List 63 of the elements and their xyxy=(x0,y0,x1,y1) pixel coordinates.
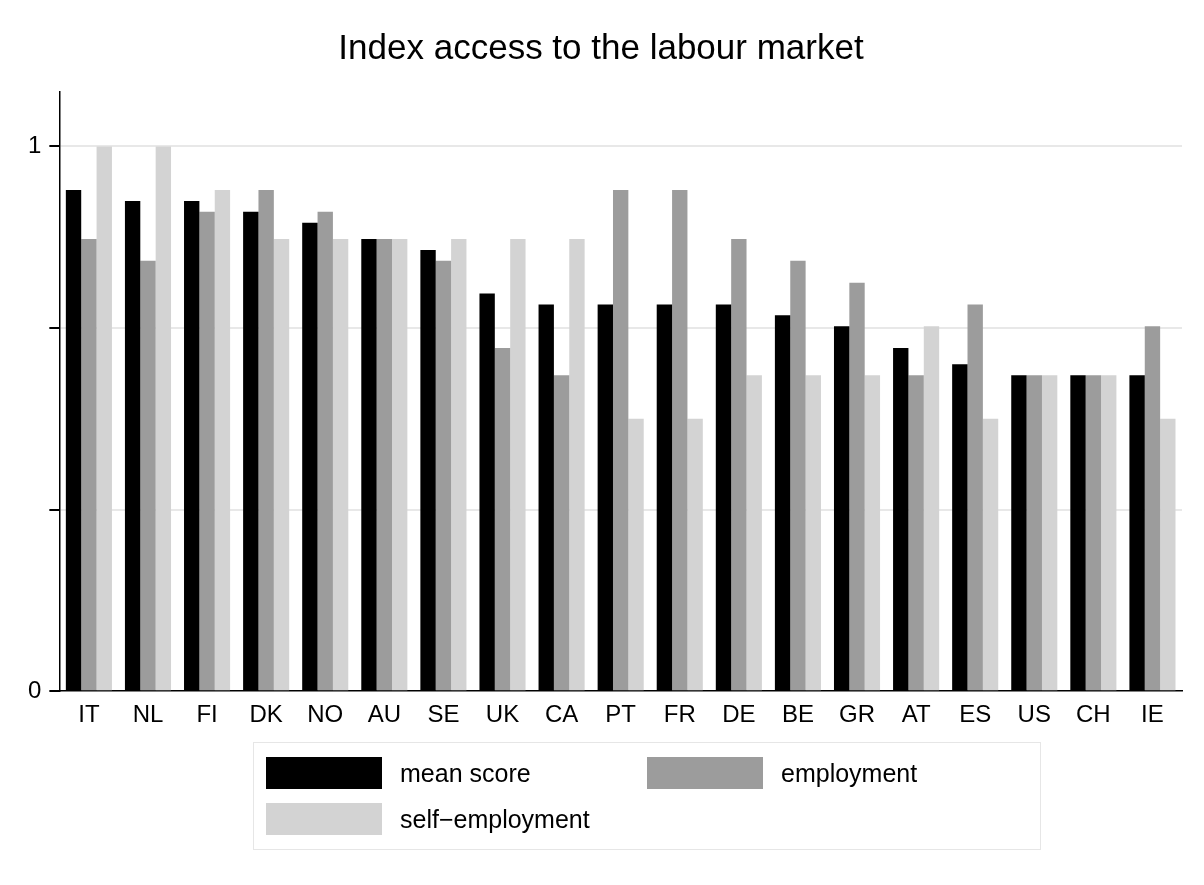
bar xyxy=(628,418,644,691)
bar xyxy=(790,260,806,691)
bar xyxy=(908,375,924,691)
x-tick-label: BE xyxy=(781,700,814,728)
y-tick-label: 1 xyxy=(27,131,42,159)
bar xyxy=(805,375,821,691)
bar xyxy=(967,304,983,691)
bar xyxy=(451,239,467,691)
bar xyxy=(569,239,585,691)
bar xyxy=(1026,375,1042,691)
x-tick-label: CA xyxy=(544,700,579,728)
bar xyxy=(199,211,215,691)
x-tick-label: FR xyxy=(663,700,696,728)
bar xyxy=(258,190,274,691)
x-tick-label: FI xyxy=(196,700,218,728)
x-tick-label: SE xyxy=(427,700,460,728)
bar xyxy=(672,190,688,691)
x-tick-label: CH xyxy=(1076,700,1111,728)
bar xyxy=(923,326,940,691)
chart-title: Index access to the labour market xyxy=(338,26,864,66)
bar xyxy=(1144,326,1161,691)
bar xyxy=(214,190,231,691)
bar xyxy=(982,418,999,691)
bar xyxy=(864,375,881,691)
bar xyxy=(317,211,333,691)
x-tick-label: PT xyxy=(605,700,637,728)
bar xyxy=(1085,375,1102,691)
y-tick-label: 0 xyxy=(27,675,42,703)
bar xyxy=(731,239,747,691)
x-tick-label: NL xyxy=(132,700,164,728)
bar xyxy=(81,239,97,691)
bar xyxy=(155,146,172,691)
x-tick-label: IE xyxy=(1141,700,1164,728)
bar xyxy=(1041,375,1058,691)
x-tick-label: NO xyxy=(307,700,344,728)
x-tick-label: UK xyxy=(485,700,520,728)
x-tick-label: DK xyxy=(249,700,283,728)
bar xyxy=(392,239,408,691)
x-tick-label: DE xyxy=(722,700,756,728)
x-tick-label: IT xyxy=(78,700,100,728)
bar xyxy=(273,239,290,691)
bar xyxy=(510,239,526,691)
bar xyxy=(494,348,511,691)
legend-label: self−employment xyxy=(400,804,590,834)
bar xyxy=(140,260,156,691)
bar xyxy=(612,190,629,691)
x-tick-label: AT xyxy=(901,700,931,728)
bar xyxy=(435,260,452,691)
legend-label: employment xyxy=(781,758,918,788)
bar xyxy=(1101,375,1117,691)
x-tick-label: US xyxy=(1017,700,1051,728)
bar xyxy=(376,239,393,691)
bar xyxy=(332,239,349,691)
x-tick-label: GR xyxy=(839,700,876,728)
x-tick-label: ES xyxy=(959,700,992,728)
bar xyxy=(849,282,865,691)
x-tick-label: AU xyxy=(367,700,401,728)
bar xyxy=(746,375,762,691)
legend-label: mean score xyxy=(400,758,531,788)
bar xyxy=(1160,418,1176,691)
bar xyxy=(553,375,570,691)
bar xyxy=(687,418,703,691)
bar xyxy=(96,146,112,691)
